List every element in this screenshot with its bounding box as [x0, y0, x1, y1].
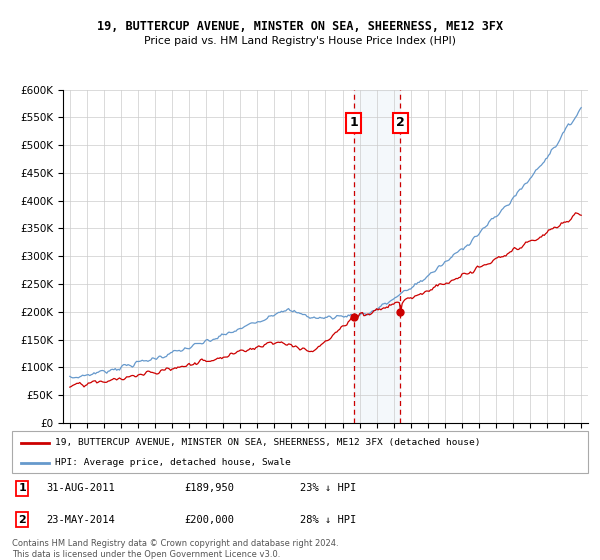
Text: £200,000: £200,000: [185, 515, 235, 525]
Text: 31-AUG-2011: 31-AUG-2011: [47, 483, 115, 493]
Text: 19, BUTTERCUP AVENUE, MINSTER ON SEA, SHEERNESS, ME12 3FX (detached house): 19, BUTTERCUP AVENUE, MINSTER ON SEA, SH…: [55, 438, 481, 447]
Text: £189,950: £189,950: [185, 483, 235, 493]
Text: 2: 2: [19, 515, 26, 525]
Text: 1: 1: [350, 116, 358, 129]
Bar: [354, 90, 400, 423]
Text: 23% ↓ HPI: 23% ↓ HPI: [300, 483, 356, 493]
Text: 1: 1: [19, 483, 26, 493]
Text: 19, BUTTERCUP AVENUE, MINSTER ON SEA, SHEERNESS, ME12 3FX: 19, BUTTERCUP AVENUE, MINSTER ON SEA, SH…: [97, 20, 503, 32]
Text: 2: 2: [396, 116, 404, 129]
Text: Contains HM Land Registry data © Crown copyright and database right 2024.
This d: Contains HM Land Registry data © Crown c…: [12, 539, 338, 559]
Text: 28% ↓ HPI: 28% ↓ HPI: [300, 515, 356, 525]
Text: 23-MAY-2014: 23-MAY-2014: [47, 515, 115, 525]
Text: HPI: Average price, detached house, Swale: HPI: Average price, detached house, Swal…: [55, 458, 291, 467]
Text: Price paid vs. HM Land Registry's House Price Index (HPI): Price paid vs. HM Land Registry's House …: [144, 36, 456, 46]
